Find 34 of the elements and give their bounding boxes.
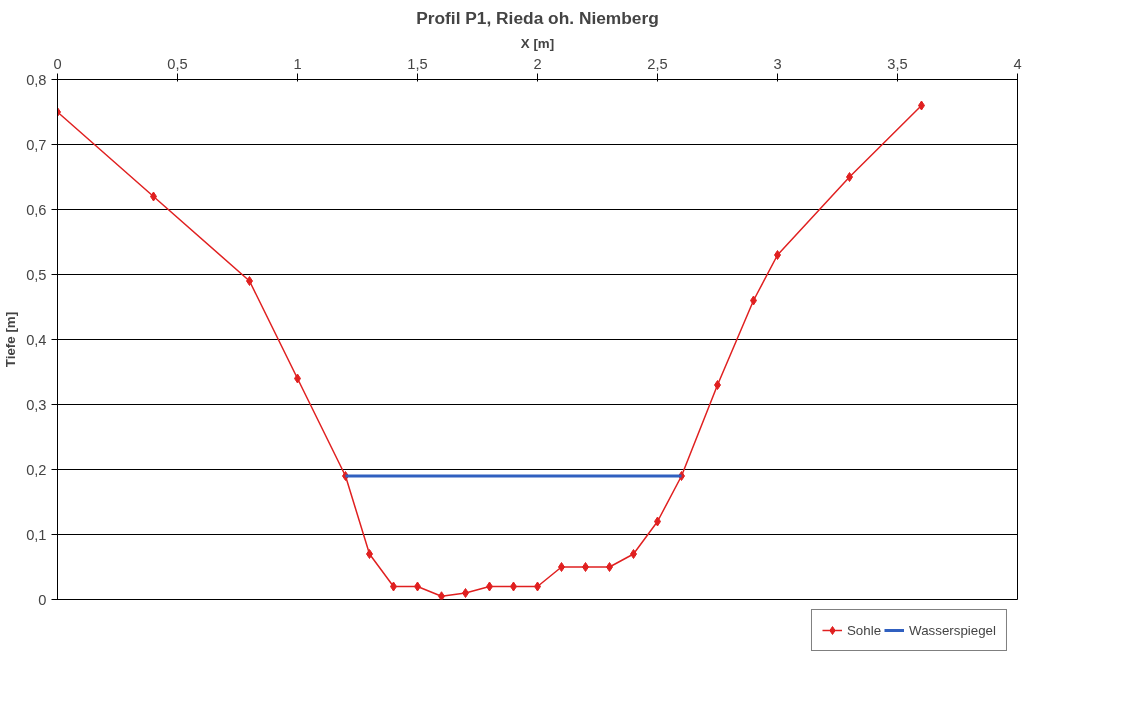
x-tick-label: 0 bbox=[53, 55, 62, 72]
point bbox=[246, 276, 253, 286]
chart-title: Profil P1, Rieda oh. Niemberg bbox=[416, 7, 659, 28]
x-tick-label: 3,5 bbox=[887, 55, 908, 72]
point bbox=[438, 591, 445, 600]
point bbox=[630, 549, 637, 559]
point bbox=[558, 562, 565, 572]
y-tick-label: 0,6 bbox=[26, 201, 47, 218]
y-tick-label: 0,1 bbox=[26, 526, 47, 543]
legend-label: Wasserspiegel bbox=[909, 622, 996, 638]
x-tick-label: 1,5 bbox=[407, 55, 428, 72]
point bbox=[606, 562, 613, 572]
x-tick-label: 4 bbox=[1013, 55, 1022, 72]
point bbox=[714, 380, 721, 390]
y-tick-label: 0,2 bbox=[26, 461, 47, 478]
x-tick-label: 0,5 bbox=[167, 55, 188, 72]
point bbox=[846, 172, 853, 182]
x-axis-title: X [m] bbox=[520, 35, 555, 51]
x-tick-label: 2 bbox=[533, 55, 542, 72]
x-tick-label: 3 bbox=[773, 55, 782, 72]
y-tick-label: 0,3 bbox=[26, 396, 47, 413]
y-tick-label: 0,8 bbox=[26, 71, 47, 88]
point bbox=[366, 549, 373, 559]
x-tick-label: 1 bbox=[293, 55, 302, 72]
y-axis-title: Tiefe [m] bbox=[3, 311, 19, 368]
y-tick-label: 0,5 bbox=[26, 266, 47, 283]
point bbox=[774, 250, 781, 260]
x-tick-label: 2,5 bbox=[647, 55, 668, 72]
point bbox=[582, 562, 589, 572]
point bbox=[462, 588, 469, 598]
y-tick-label: 0 bbox=[38, 591, 47, 608]
y-tick-label: 0,7 bbox=[26, 136, 47, 153]
y-tick-label: 0,4 bbox=[26, 331, 47, 348]
legend-label: Sohle bbox=[846, 622, 882, 638]
